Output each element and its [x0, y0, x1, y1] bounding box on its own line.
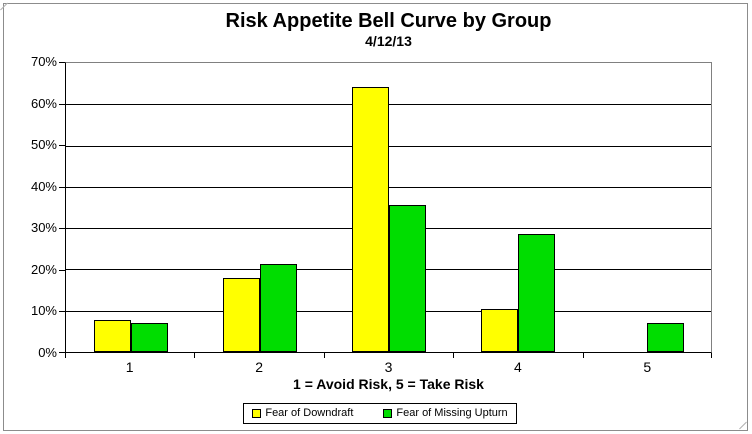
x-axis-tick-mark [194, 353, 196, 358]
plot-bars [66, 63, 711, 352]
category-group-3 [324, 63, 453, 352]
y-axis-tick-label: 70% [30, 54, 57, 69]
bar-fear-of-missing-upturn-category-3 [388, 204, 426, 352]
bar-fear-of-missing-upturn-category-5 [646, 322, 684, 352]
bar-fear-of-missing-upturn-category-1 [130, 322, 168, 352]
chart-title: Risk Appetite Bell Curve by Group [225, 10, 552, 32]
gridline [66, 145, 711, 147]
y-axis-ticks [59, 62, 65, 353]
gridline [66, 186, 711, 188]
y-axis-tick-label: 60% [30, 95, 57, 111]
legend-label: Fear of Missing Upturn [396, 407, 508, 419]
y-axis-tick-mark [59, 145, 65, 147]
legend-swatch-fear-of-missing-upturn [383, 409, 393, 418]
legend-item-fear-of-missing-upturn: Fear of Missing Upturn [383, 407, 508, 420]
bar-fear-of-downdraft-category-4 [480, 309, 518, 352]
x-axis-tick-label: 5 [643, 359, 652, 375]
category-group-2 [195, 63, 324, 352]
chart-legend: Fear of Downdraft Fear of Missing Upturn [243, 403, 517, 424]
category-group-5 [582, 63, 711, 352]
x-axis-tick-mark [323, 353, 325, 358]
bar-fear-of-missing-upturn-category-2 [259, 263, 297, 352]
x-axis-tick-label: 4 [514, 359, 522, 375]
bar-fear-of-downdraft-category-2 [222, 278, 260, 352]
y-axis-tick-mark [59, 311, 65, 313]
y-axis-tick-label: 40% [30, 178, 57, 194]
x-axis-tick-label: 1 [125, 359, 134, 375]
y-axis-tick-label: 10% [30, 303, 57, 319]
category-group-4 [453, 63, 582, 352]
y-axis-tick-mark [59, 103, 65, 105]
legend-item-fear-of-downdraft: Fear of Downdraft [252, 407, 353, 420]
y-axis-labels: 0% 10% 20% 30% 40% 50% 60% 70% [0, 54, 57, 360]
bar-fear-of-downdraft-category-1 [93, 320, 131, 352]
x-axis-tick-mark [711, 353, 712, 358]
y-axis-tick-label: 0% [38, 345, 57, 360]
plot-area [65, 62, 712, 353]
category-group-1 [66, 63, 195, 352]
x-axis-ticks [65, 353, 712, 358]
x-axis-tick-label: 3 [384, 359, 393, 375]
y-axis-tick-mark [59, 186, 65, 188]
x-axis-title: 1 = Avoid Risk, 5 = Take Risk [293, 376, 484, 392]
bar-fear-of-missing-upturn-category-4 [517, 233, 555, 352]
y-axis-tick-label: 20% [30, 261, 57, 277]
y-axis-tick-mark [59, 62, 65, 63]
y-axis-tick-mark [59, 269, 65, 271]
y-axis-tick-mark [59, 228, 65, 230]
y-axis-tick-label: 50% [30, 137, 57, 153]
x-axis-labels: 1 2 3 4 5 [65, 359, 712, 376]
legend-label: Fear of Downdraft [265, 407, 354, 419]
chart-subtitle: 4/12/13 [365, 33, 412, 49]
x-axis-tick-mark [582, 353, 584, 358]
y-axis-tick-label: 30% [30, 220, 57, 236]
legend-swatch-fear-of-downdraft [252, 409, 262, 418]
bar-fear-of-downdraft-category-3 [351, 87, 389, 352]
x-axis-tick-mark [453, 353, 455, 358]
x-axis-tick-mark [65, 353, 66, 358]
gridline [66, 104, 711, 106]
x-axis-tick-label: 2 [255, 359, 263, 375]
y-axis-tick-mark [59, 352, 65, 353]
